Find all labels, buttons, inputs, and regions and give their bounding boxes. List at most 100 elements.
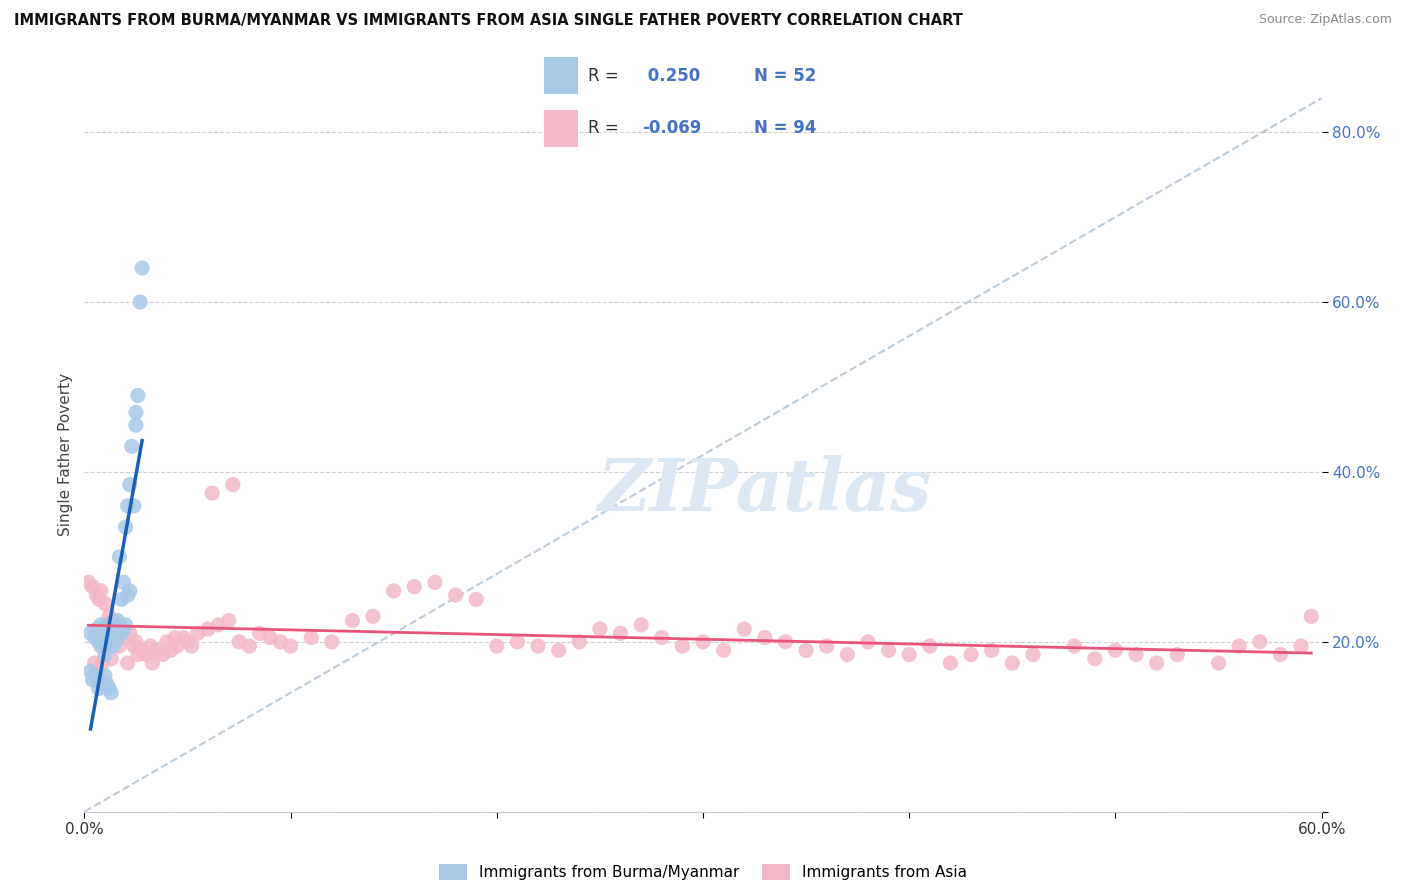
Point [465,592,488,607]
Point [754,631,776,645]
Point [361,609,384,624]
Point [423,575,446,590]
Point [609,626,631,640]
Point [1022,648,1045,662]
Point [485,639,508,653]
Point [110,626,132,640]
Point [898,648,921,662]
Text: N = 52: N = 52 [754,67,815,85]
Point [118,583,141,598]
Point [141,656,163,670]
Point [86,622,108,636]
Point [103,617,125,632]
Point [651,631,673,645]
Point [105,622,128,636]
Point [960,648,983,662]
Point [156,635,179,649]
Point [91,656,114,670]
Point [589,622,612,636]
Point [117,588,139,602]
Point [152,648,174,662]
Point [321,635,343,649]
Point [118,477,141,491]
Point [122,499,145,513]
Point [94,631,117,645]
Point [122,639,145,653]
Point [837,648,859,662]
Point [176,635,198,649]
Point [86,673,108,687]
Point [218,614,240,628]
Point [108,639,131,653]
Point [117,499,139,513]
Point [775,635,797,649]
Y-axis label: Single Father Poverty: Single Father Poverty [58,374,73,536]
Point [108,622,131,636]
Point [201,486,224,500]
Text: IMMIGRANTS FROM BURMA/MYANMAR VS IMMIGRANTS FROM ASIA SINGLE FATHER POVERTY CORR: IMMIGRANTS FROM BURMA/MYANMAR VS IMMIGRA… [14,13,963,29]
Point [114,617,136,632]
Point [1249,635,1271,649]
Point [82,580,104,594]
Point [187,626,209,640]
Point [139,639,162,653]
Point [197,622,219,636]
Point [96,617,118,632]
Point [87,592,110,607]
Point [1104,643,1126,657]
Point [1208,656,1230,670]
Point [98,609,121,624]
Point [259,631,281,645]
Point [104,622,127,636]
Point [172,631,194,645]
Point [121,439,143,453]
Point [103,639,125,653]
Point [1125,648,1147,662]
Point [100,686,122,700]
Point [129,295,152,310]
Point [127,648,149,662]
Point [77,575,100,590]
Point [404,580,426,594]
Text: 0.250: 0.250 [643,67,700,85]
Point [180,639,202,653]
Point [94,648,117,662]
Point [90,639,112,653]
Point [87,681,110,696]
Point [90,673,112,687]
Point [165,631,187,645]
Point [877,643,900,657]
Text: -0.069: -0.069 [643,120,702,137]
Point [108,549,131,564]
Point [1001,656,1024,670]
Point [135,648,157,662]
Point [713,643,735,657]
Point [794,643,817,657]
Point [145,643,167,657]
Point [117,656,139,670]
Point [87,635,110,649]
Point [815,639,838,653]
Point [103,614,125,628]
Point [207,617,229,632]
Point [82,673,104,687]
Point [100,635,122,649]
Point [83,669,105,683]
Point [104,635,127,649]
Point [98,639,121,653]
Point [280,639,302,653]
Point [105,626,128,640]
Point [86,588,108,602]
Point [238,639,260,653]
Point [1084,652,1107,666]
Point [568,635,591,649]
Point [112,575,135,590]
Point [127,388,149,402]
Point [228,635,250,649]
Point [114,631,136,645]
Point [444,588,467,602]
Point [83,631,105,645]
Text: R =: R = [588,67,619,85]
Point [382,583,405,598]
Point [91,635,114,649]
